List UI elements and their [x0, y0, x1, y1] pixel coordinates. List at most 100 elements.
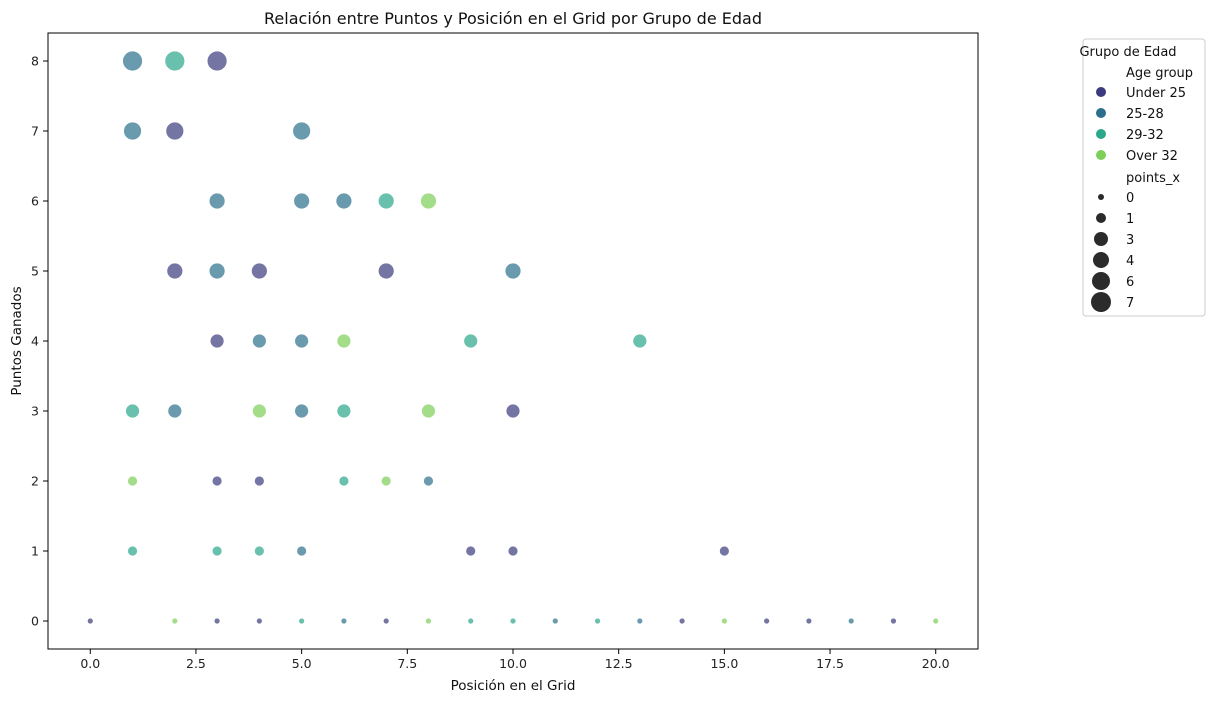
legend-size-marker-0: [1098, 194, 1104, 200]
data-point-3-4: [127, 475, 138, 487]
data-point-2-13: [594, 617, 601, 625]
chart-title: Relación entre Puntos y Posición en el G…: [264, 9, 762, 28]
data-point-1-6: [208, 262, 226, 280]
data-point-3-8: [720, 617, 728, 625]
data-point-1-5: [335, 192, 353, 210]
legend-hue-marker-1: [1096, 108, 1106, 118]
legend-size-marker-2: [1094, 232, 1108, 246]
data-point-0-2: [166, 262, 184, 280]
data-point-2-10: [298, 617, 306, 625]
data-point-2-5: [336, 403, 352, 419]
data-point-1-12: [423, 475, 434, 487]
legend-hue-title: Age group: [1126, 66, 1193, 81]
x-tick-label-7: 17.5: [816, 656, 844, 671]
data-point-2-9: [253, 545, 265, 557]
legend-hue-marker-3: [1096, 150, 1106, 160]
data-point-0-10: [507, 545, 519, 557]
data-point-1-2: [292, 121, 312, 141]
data-point-1-10: [167, 403, 183, 419]
legend-size-label-1: 1: [1126, 212, 1134, 227]
data-point-0-12: [86, 617, 94, 625]
data-point-0-5: [209, 333, 225, 349]
legend-hue-label-0: Under 25: [1126, 86, 1186, 101]
legend-title: Grupo de Edad: [1079, 45, 1176, 60]
data-point-1-7: [504, 262, 522, 280]
legend-size-label-2: 3: [1126, 233, 1134, 248]
x-tick-label-2: 5.0: [292, 656, 312, 671]
plot-area-frame: [47, 32, 979, 650]
data-point-1-11: [294, 403, 310, 419]
data-point-2-12: [509, 617, 517, 625]
data-point-0-9: [465, 545, 477, 557]
data-point-2-0: [164, 50, 186, 72]
y-tick-label-8: 8: [31, 54, 39, 69]
legend-hue-marker-0: [1096, 87, 1106, 97]
data-point-2-11: [467, 617, 475, 625]
data-point-3-7: [425, 617, 432, 625]
y-tick-label-6: 6: [31, 194, 39, 209]
data-point-1-0: [122, 50, 143, 72]
legend-size-marker-3: [1093, 252, 1109, 268]
y-tick-label-5: 5: [31, 264, 39, 279]
y-tick-label-3: 3: [31, 404, 39, 419]
data-point-3-9: [932, 617, 940, 625]
data-point-1-1: [123, 121, 142, 141]
x-tick-label-1: 2.5: [186, 656, 206, 671]
data-point-1-4: [293, 192, 311, 210]
data-point-3-1: [336, 333, 352, 349]
data-point-0-1: [206, 50, 228, 72]
data-point-1-8: [251, 333, 267, 349]
data-point-1-13: [296, 545, 308, 557]
data-point-3-2: [251, 403, 267, 419]
data-point-3-6: [171, 617, 179, 625]
legend-hue-label-3: Over 32: [1126, 149, 1178, 164]
data-point-0-6: [505, 403, 521, 419]
data-point-3-3: [421, 403, 436, 419]
y-tick-label-0: 0: [31, 614, 39, 629]
data-point-1-16: [636, 617, 644, 625]
y-tick-label-2: 2: [31, 474, 39, 489]
x-tick-label-5: 12.5: [605, 656, 633, 671]
data-point-0-14: [255, 617, 263, 625]
data-point-2-1: [377, 192, 395, 210]
data-point-0-0: [165, 121, 185, 141]
data-point-3-5: [380, 475, 392, 487]
data-point-0-13: [213, 617, 221, 625]
data-point-0-19: [890, 617, 897, 625]
data-point-0-17: [763, 617, 771, 625]
data-point-0-11: [718, 545, 730, 557]
legend-size-marker-5: [1091, 292, 1111, 312]
data-point-1-14: [340, 617, 348, 625]
data-point-0-7: [211, 475, 223, 487]
legend-hue-marker-2: [1096, 129, 1106, 139]
x-tick-label-3: 7.5: [397, 656, 417, 671]
legend-size-title: points_x: [1126, 171, 1180, 186]
data-point-0-4: [377, 262, 395, 280]
data-point-1-15: [551, 617, 559, 625]
data-point-2-3: [632, 333, 648, 349]
data-point-2-6: [338, 475, 350, 487]
data-point-2-2: [463, 333, 479, 349]
data-point-2-7: [127, 545, 138, 557]
data-point-0-8: [253, 475, 265, 487]
data-point-1-17: [847, 617, 855, 625]
y-tick-label-1: 1: [31, 544, 39, 559]
legend-size-marker-4: [1092, 272, 1110, 290]
legend-hue-entries: Under 25 25-28 29-32 Over 32: [1096, 86, 1186, 164]
legend-size-entries: 0 1 3 4 6 7: [1091, 191, 1134, 312]
data-point-3-0: [420, 192, 437, 210]
data-point-0-3: [250, 262, 268, 280]
legend-size-label-0: 0: [1126, 191, 1134, 206]
data-point-1-3: [208, 192, 226, 210]
legend-hue-label-2: 29-32: [1126, 128, 1164, 143]
data-point-1-9: [294, 333, 310, 349]
x-tick-label-4: 10.0: [499, 656, 527, 671]
y-axis: 0 1 2 3 4 5 6 7 8: [31, 54, 48, 629]
x-axis-label: Posición en el Grid: [451, 678, 576, 694]
data-point-2-8: [211, 545, 223, 557]
y-tick-label-7: 7: [31, 124, 39, 139]
legend-size-marker-1: [1096, 213, 1106, 223]
legend-size-label-3: 4: [1126, 254, 1134, 269]
data-point-0-16: [678, 617, 686, 625]
